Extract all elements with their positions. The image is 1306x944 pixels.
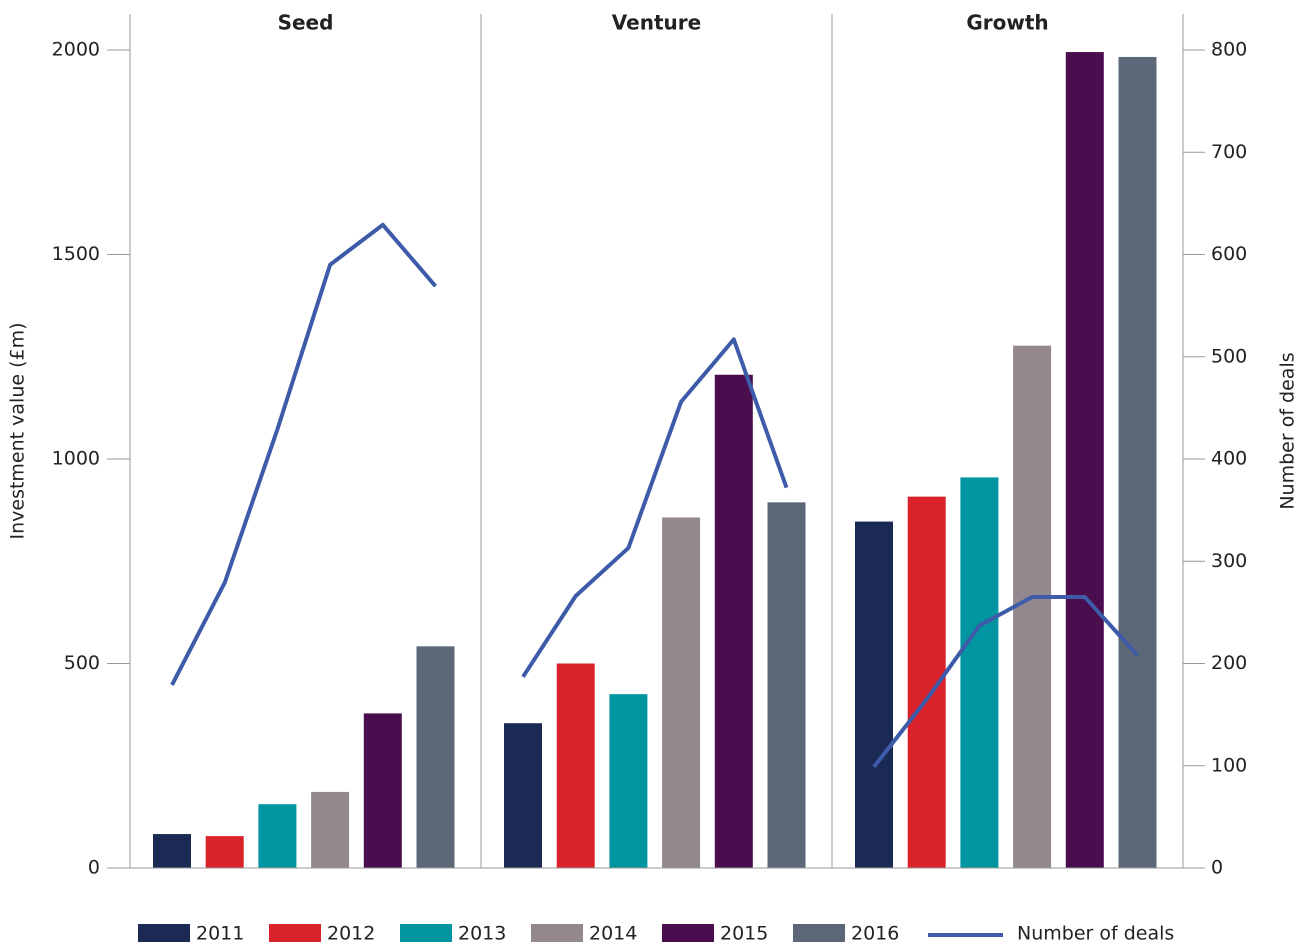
bar bbox=[153, 834, 191, 868]
legend-label: 2015 bbox=[720, 923, 768, 944]
y2-tick-label: 200 bbox=[1211, 652, 1247, 674]
legend-label: 2011 bbox=[196, 923, 244, 944]
bar bbox=[855, 521, 893, 868]
y-axis-label: Investment value (£m) bbox=[7, 322, 29, 539]
legend-swatch bbox=[400, 924, 452, 942]
y-tick-label: 500 bbox=[64, 652, 100, 674]
bar bbox=[714, 374, 753, 868]
bar bbox=[205, 836, 244, 868]
legend-label: 2013 bbox=[458, 923, 506, 944]
y2-tick-label: 100 bbox=[1211, 754, 1247, 776]
panel-title: Growth bbox=[966, 11, 1048, 35]
panel-title: Venture bbox=[612, 11, 701, 35]
legend-label: 2016 bbox=[851, 923, 899, 944]
bar bbox=[1013, 345, 1052, 868]
y2-tick-label: 400 bbox=[1211, 448, 1247, 470]
legend-label: 2014 bbox=[589, 923, 637, 944]
y2-axis-label: Number of deals bbox=[1277, 352, 1299, 509]
legend-label: Number of deals bbox=[1017, 923, 1174, 944]
bar bbox=[960, 477, 999, 868]
y2-tick-label: 600 bbox=[1211, 243, 1247, 265]
panel-title: Seed bbox=[278, 11, 334, 35]
deals-line bbox=[872, 595, 1139, 769]
y2-tick-label: 800 bbox=[1211, 39, 1247, 61]
y-tick-label: 2000 bbox=[52, 39, 100, 61]
bar bbox=[363, 713, 402, 868]
bar bbox=[258, 804, 297, 868]
legend-swatch bbox=[269, 924, 321, 942]
bar bbox=[311, 791, 350, 868]
bar bbox=[767, 502, 806, 868]
legend-swatch bbox=[793, 924, 845, 942]
legend-swatch bbox=[662, 924, 714, 942]
deals-line bbox=[170, 222, 438, 686]
bar bbox=[1118, 56, 1157, 868]
y2-tick-label: 700 bbox=[1211, 141, 1247, 163]
legend-label: 2012 bbox=[327, 923, 375, 944]
bar bbox=[556, 663, 595, 868]
y2-tick-label: 500 bbox=[1211, 345, 1247, 367]
bar bbox=[1065, 52, 1104, 869]
y-tick-label: 1000 bbox=[52, 448, 100, 470]
bar bbox=[504, 723, 542, 868]
y2-tick-label: 300 bbox=[1211, 550, 1247, 572]
bar bbox=[662, 517, 701, 868]
legend-swatch bbox=[531, 924, 583, 942]
y-tick-label: 0 bbox=[88, 857, 100, 879]
legend-swatch bbox=[138, 924, 190, 942]
bar bbox=[416, 646, 455, 868]
y2-tick-label: 0 bbox=[1211, 857, 1223, 879]
deals-line bbox=[521, 337, 789, 678]
bar bbox=[609, 694, 648, 868]
y-tick-label: 1500 bbox=[52, 243, 100, 265]
